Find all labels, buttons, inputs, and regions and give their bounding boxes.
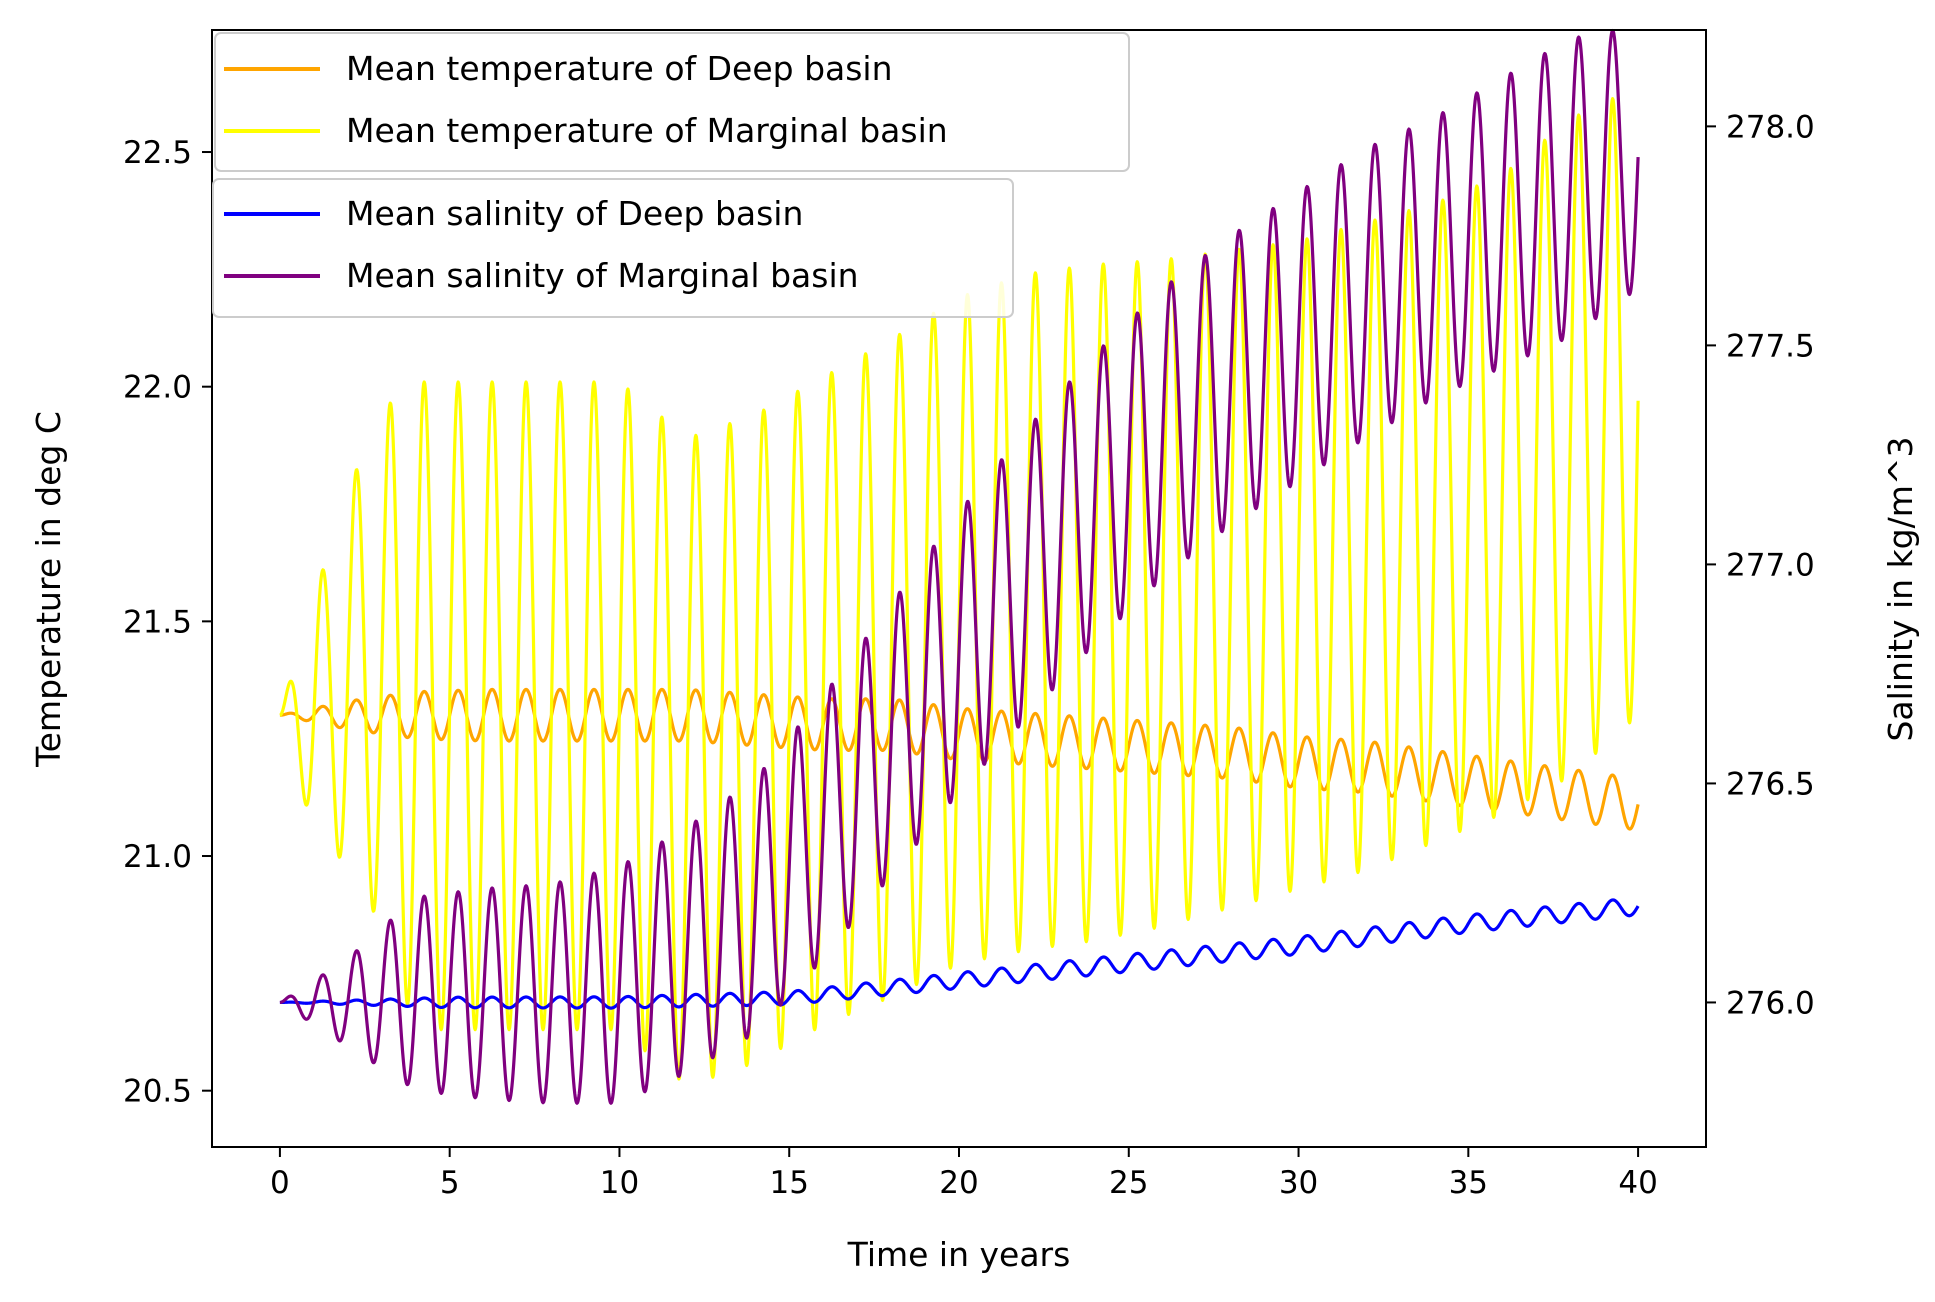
y-left-tick-label: 20.5 [123,1074,192,1110]
series-line-mean-salinity-of-marginal-basin [278,28,1640,1105]
x-tick-label: 30 [1279,1165,1318,1201]
legend-temperature-box [214,32,1130,172]
x-tick-label: 25 [1109,1165,1148,1201]
series-line-mean-temperature-of-deep-basin [278,687,1640,831]
x-tick-label: 40 [1618,1165,1657,1201]
x-axis-title: Time in years [847,1235,1071,1274]
y-axis-right-title: Salinity in kg/m^3 [1881,436,1920,741]
series-line-mean-salinity-of-deep-basin [278,898,1640,1010]
x-tick-label: 35 [1449,1165,1488,1201]
x-tick-label: 0 [270,1165,290,1201]
legend-salinity: Mean salinity of Deep basin Mean salinit… [212,178,1014,318]
y-axis-left-title: Temperature in deg C [29,411,68,768]
x-tick-label: 5 [440,1165,460,1201]
y-left-tick-label: 21.5 [123,604,192,640]
x-tick-label: 15 [770,1165,809,1201]
y-axis-right: 276.0 276.5 277.0 277.5 278.0 [1706,109,1815,1021]
x-axis: 0 5 10 15 20 25 30 35 40 [270,1147,1658,1201]
y-right-tick-label: 276.5 [1726,766,1815,802]
y-left-tick-label: 22.0 [123,370,192,406]
y-right-tick-label: 277.0 [1726,547,1815,583]
legend-temperature: Mean temperature of Deep basin Mean temp… [214,32,1130,172]
legend-salinity-box [212,178,1014,318]
y-right-tick-label: 277.5 [1726,328,1815,364]
y-axis-left: 20.5 21.0 21.5 22.0 22.5 [123,135,212,1110]
legend-label-deep-temperature: Mean temperature of Deep basin [346,49,893,88]
x-tick-label: 10 [600,1165,639,1201]
y-left-tick-label: 21.0 [123,839,192,875]
y-left-tick-label: 22.5 [123,135,192,171]
y-right-tick-label: 276.0 [1726,985,1815,1021]
series-layer [278,28,1640,1105]
legend-label-marginal-salinity: Mean salinity of Marginal basin [346,256,859,295]
legend-label-deep-salinity: Mean salinity of Deep basin [346,194,803,233]
x-tick-label: 20 [939,1165,978,1201]
legend-label-marginal-temperature: Mean temperature of Marginal basin [346,111,948,150]
y-right-tick-label: 278.0 [1726,109,1815,145]
